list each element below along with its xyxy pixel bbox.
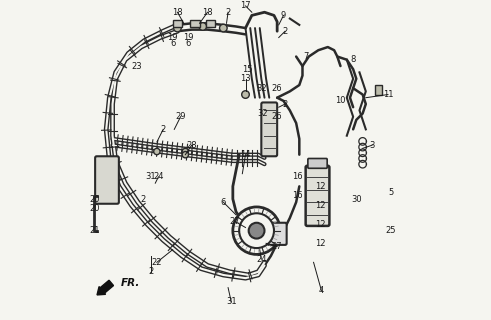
Polygon shape [190, 20, 200, 27]
Text: 6: 6 [170, 39, 175, 48]
Text: 25: 25 [386, 226, 396, 235]
Text: 31: 31 [226, 297, 237, 306]
FancyBboxPatch shape [308, 158, 327, 168]
Circle shape [239, 213, 274, 248]
Circle shape [154, 148, 160, 155]
Text: 11: 11 [382, 90, 393, 99]
Text: 27: 27 [229, 217, 240, 226]
Text: 19: 19 [183, 33, 194, 42]
Text: 3: 3 [369, 141, 375, 150]
Text: 21: 21 [90, 226, 100, 235]
Text: 15: 15 [242, 65, 252, 74]
Text: 26: 26 [272, 84, 282, 93]
Text: 32: 32 [256, 84, 267, 93]
Text: 2: 2 [282, 100, 288, 108]
Text: 6: 6 [186, 39, 191, 48]
Text: 13: 13 [240, 74, 251, 83]
Circle shape [182, 152, 189, 158]
Text: 27: 27 [272, 242, 282, 251]
Circle shape [242, 91, 249, 98]
Text: 26: 26 [272, 112, 282, 121]
Text: 6: 6 [220, 198, 226, 207]
Text: 8: 8 [351, 55, 356, 64]
FancyBboxPatch shape [306, 166, 329, 226]
Text: 16: 16 [293, 191, 303, 200]
Text: 2: 2 [282, 27, 288, 36]
Text: 24: 24 [153, 172, 164, 181]
FancyBboxPatch shape [268, 223, 287, 245]
Text: 28: 28 [187, 141, 197, 150]
Text: 12: 12 [315, 201, 325, 210]
Circle shape [233, 207, 280, 254]
Text: 16: 16 [293, 172, 303, 181]
Circle shape [248, 223, 265, 239]
Text: 9: 9 [281, 11, 286, 20]
Text: 10: 10 [335, 96, 346, 105]
Text: 32: 32 [258, 109, 268, 118]
Text: 30: 30 [351, 195, 361, 204]
Text: 19: 19 [167, 33, 178, 42]
Polygon shape [206, 20, 216, 27]
Text: 14: 14 [240, 150, 251, 159]
Text: 12: 12 [315, 182, 325, 191]
Text: 5: 5 [388, 188, 394, 197]
Text: 2: 2 [140, 195, 145, 204]
FancyBboxPatch shape [261, 102, 277, 156]
Text: 20: 20 [90, 195, 100, 204]
Text: 24: 24 [256, 255, 267, 264]
Polygon shape [375, 85, 382, 94]
Text: 29: 29 [175, 112, 186, 121]
Text: 17: 17 [240, 1, 251, 10]
Circle shape [199, 23, 207, 30]
Text: 22: 22 [152, 258, 162, 267]
Text: 20: 20 [90, 204, 100, 213]
Text: 2: 2 [148, 267, 153, 276]
FancyArrow shape [97, 280, 113, 295]
Text: FR.: FR. [120, 278, 140, 288]
Text: 18: 18 [172, 8, 183, 17]
Text: 12: 12 [315, 220, 325, 229]
Text: 18: 18 [202, 8, 213, 17]
Text: 12: 12 [315, 239, 325, 248]
Text: 2: 2 [225, 8, 231, 17]
Circle shape [219, 24, 227, 32]
Text: 23: 23 [131, 61, 141, 70]
Text: 4: 4 [319, 286, 324, 295]
Polygon shape [173, 20, 182, 27]
FancyBboxPatch shape [95, 156, 119, 204]
Text: 31: 31 [145, 172, 156, 181]
Circle shape [174, 24, 181, 32]
Text: 7: 7 [303, 52, 308, 61]
Circle shape [182, 148, 189, 155]
Text: 2: 2 [161, 125, 166, 134]
